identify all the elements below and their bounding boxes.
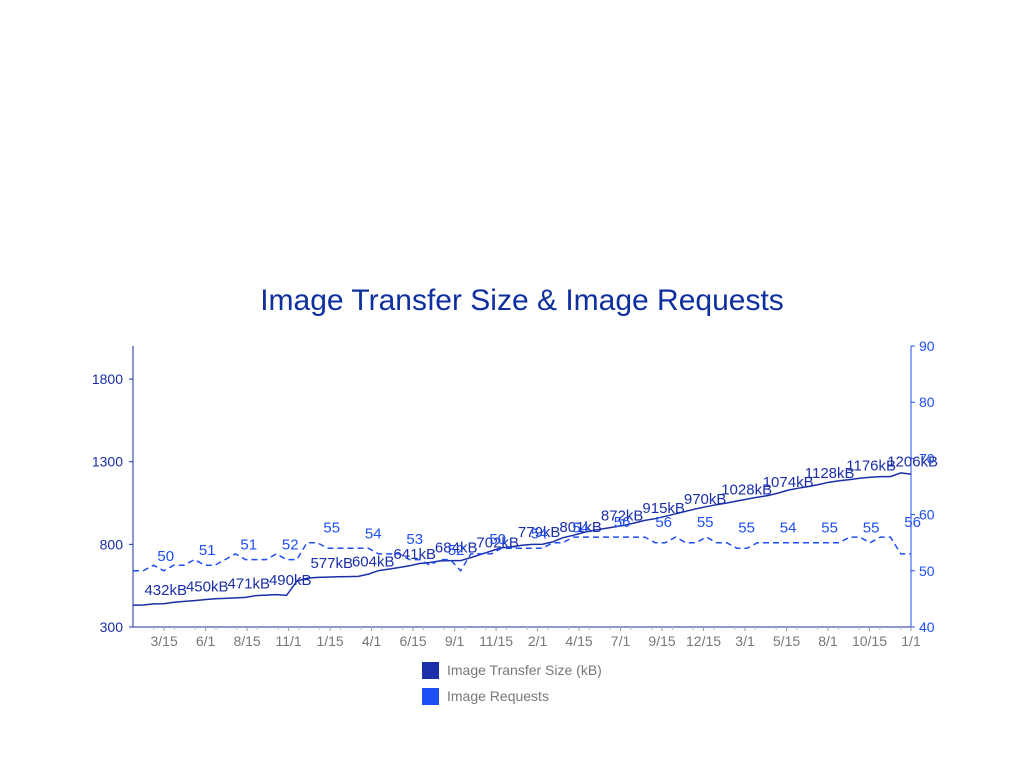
data-label: 577kB: [310, 555, 353, 572]
data-label: 450kB: [186, 578, 229, 595]
legend-label: Image Transfer Size (kB): [447, 662, 602, 678]
data-label: 52: [282, 537, 299, 554]
legend-label: Image Requests: [447, 688, 549, 704]
x-tick-label: 2/1: [528, 633, 548, 649]
data-label: 56: [655, 514, 672, 531]
data-label: 55: [323, 520, 340, 537]
x-tick-label: 6/15: [399, 633, 426, 649]
series-lines: [132, 472, 912, 606]
data-label: 53: [406, 531, 423, 548]
data-label: 1028kB: [721, 482, 772, 499]
x-tick-label: 10/15: [852, 633, 887, 649]
left-tick-label: 1800: [92, 371, 123, 387]
x-tick-label: 1/15: [316, 633, 343, 649]
right-tick-label: 80: [919, 394, 935, 410]
data-label: 54: [531, 525, 548, 542]
legend: Image Transfer Size (kB) Image Requests: [422, 662, 602, 705]
right-tick-label: 50: [919, 563, 935, 579]
x-tick-label: 9/15: [648, 633, 675, 649]
data-label: 970kB: [684, 491, 727, 508]
data-label: 55: [821, 520, 838, 537]
data-label: 432kB: [144, 582, 187, 599]
data-label: 702kB: [476, 535, 519, 552]
left-tick-label: 800: [100, 536, 124, 552]
data-label: 1074kB: [763, 474, 814, 491]
right-tick-label: 60: [919, 507, 935, 523]
x-tick-label: 6/1: [196, 633, 216, 649]
x-tick-label: 12/15: [686, 633, 721, 649]
series-line-image-requests: [133, 536, 911, 573]
data-label: 55: [738, 520, 755, 537]
left-tick-label: 1300: [92, 454, 123, 470]
right-tick-label: 40: [919, 619, 935, 635]
data-label: 604kB: [352, 554, 395, 571]
x-tick-label: 9/1: [445, 633, 465, 649]
x-tick-label: 4/1: [362, 633, 382, 649]
x-tick-label: 1/1: [901, 633, 921, 649]
data-label: 872kB: [601, 507, 644, 524]
legend-swatch: [422, 688, 439, 705]
right-tick-label: 90: [919, 338, 935, 354]
data-label: 50: [489, 531, 506, 548]
data-label: 52: [448, 542, 465, 559]
data-label: 51: [240, 537, 257, 554]
data-label: 56: [614, 514, 631, 531]
data-label: 1128kB: [805, 465, 855, 482]
x-tick-label: 3/15: [150, 633, 177, 649]
legend-swatch: [422, 662, 439, 679]
right-tick-label: 70: [919, 450, 935, 466]
data-label: 779kB: [518, 524, 561, 541]
data-label: 801kB: [559, 519, 602, 536]
data-label: 55: [697, 514, 714, 531]
x-tick-label: 8/15: [233, 633, 260, 649]
series-line-image-transfer-size: [132, 472, 912, 606]
data-label: 1176kB: [846, 458, 896, 475]
data-label: 490kB: [269, 572, 312, 589]
data-label: 54: [780, 520, 797, 537]
data-label: 56: [904, 514, 921, 531]
x-tick-label: 11/1: [275, 633, 301, 649]
data-label: 55: [863, 520, 880, 537]
x-tick-label: 5/15: [773, 633, 800, 649]
left-tick-label: 300: [100, 619, 124, 635]
data-label: 1206kB: [887, 454, 938, 471]
x-tick-label: 7/1: [611, 633, 631, 649]
data-label: 54: [572, 520, 589, 537]
x-tick-label: 4/15: [565, 633, 592, 649]
data-label: 684kB: [435, 540, 478, 557]
x-tick-label: 3/1: [735, 633, 755, 649]
data-label: 54: [365, 525, 382, 542]
data-labels: 432kB450kB471kB490kB577kB604kB641kB684kB…: [144, 454, 938, 599]
x-tick-label: 8/1: [818, 633, 838, 649]
x-tick-label: 11/15: [479, 633, 513, 649]
data-label: 471kB: [227, 575, 270, 592]
data-label: 641kB: [393, 546, 436, 563]
chart-title: Image Transfer Size & Image Requests: [260, 284, 784, 317]
data-label: 51: [199, 542, 216, 559]
data-label: 915kB: [642, 500, 685, 517]
data-label: 50: [157, 548, 174, 565]
